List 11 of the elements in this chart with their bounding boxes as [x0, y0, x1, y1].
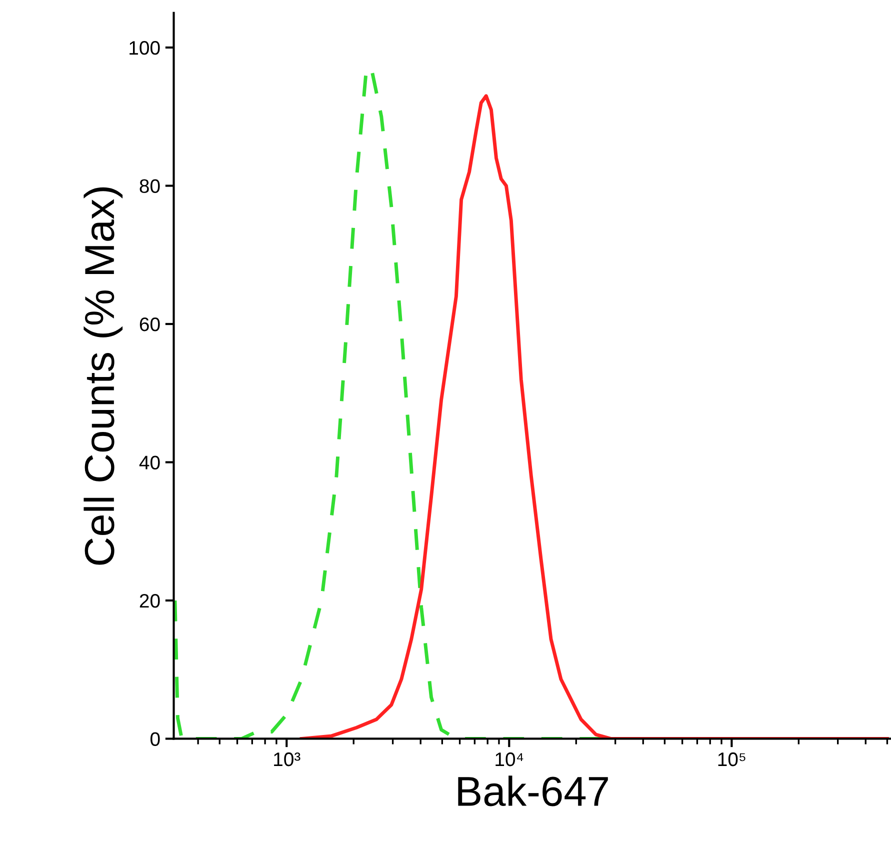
x-tick-label: 10³ — [274, 752, 300, 766]
y-axis-title: Cell Counts (% Max) — [84, 187, 123, 565]
y-tick-label: 0 — [150, 732, 160, 746]
x-tick-label: 10⁵ — [718, 752, 746, 766]
x-tick-label: 10⁴ — [496, 752, 524, 766]
y-tick-label: 20 — [140, 594, 160, 608]
y-tick-label: 40 — [139, 456, 160, 470]
x-axis-title: Bak-647 — [458, 776, 608, 806]
y-tick-label: 80 — [140, 179, 160, 193]
y-tick-label: 100 — [130, 40, 160, 55]
y-tick-label: 60 — [140, 317, 160, 332]
